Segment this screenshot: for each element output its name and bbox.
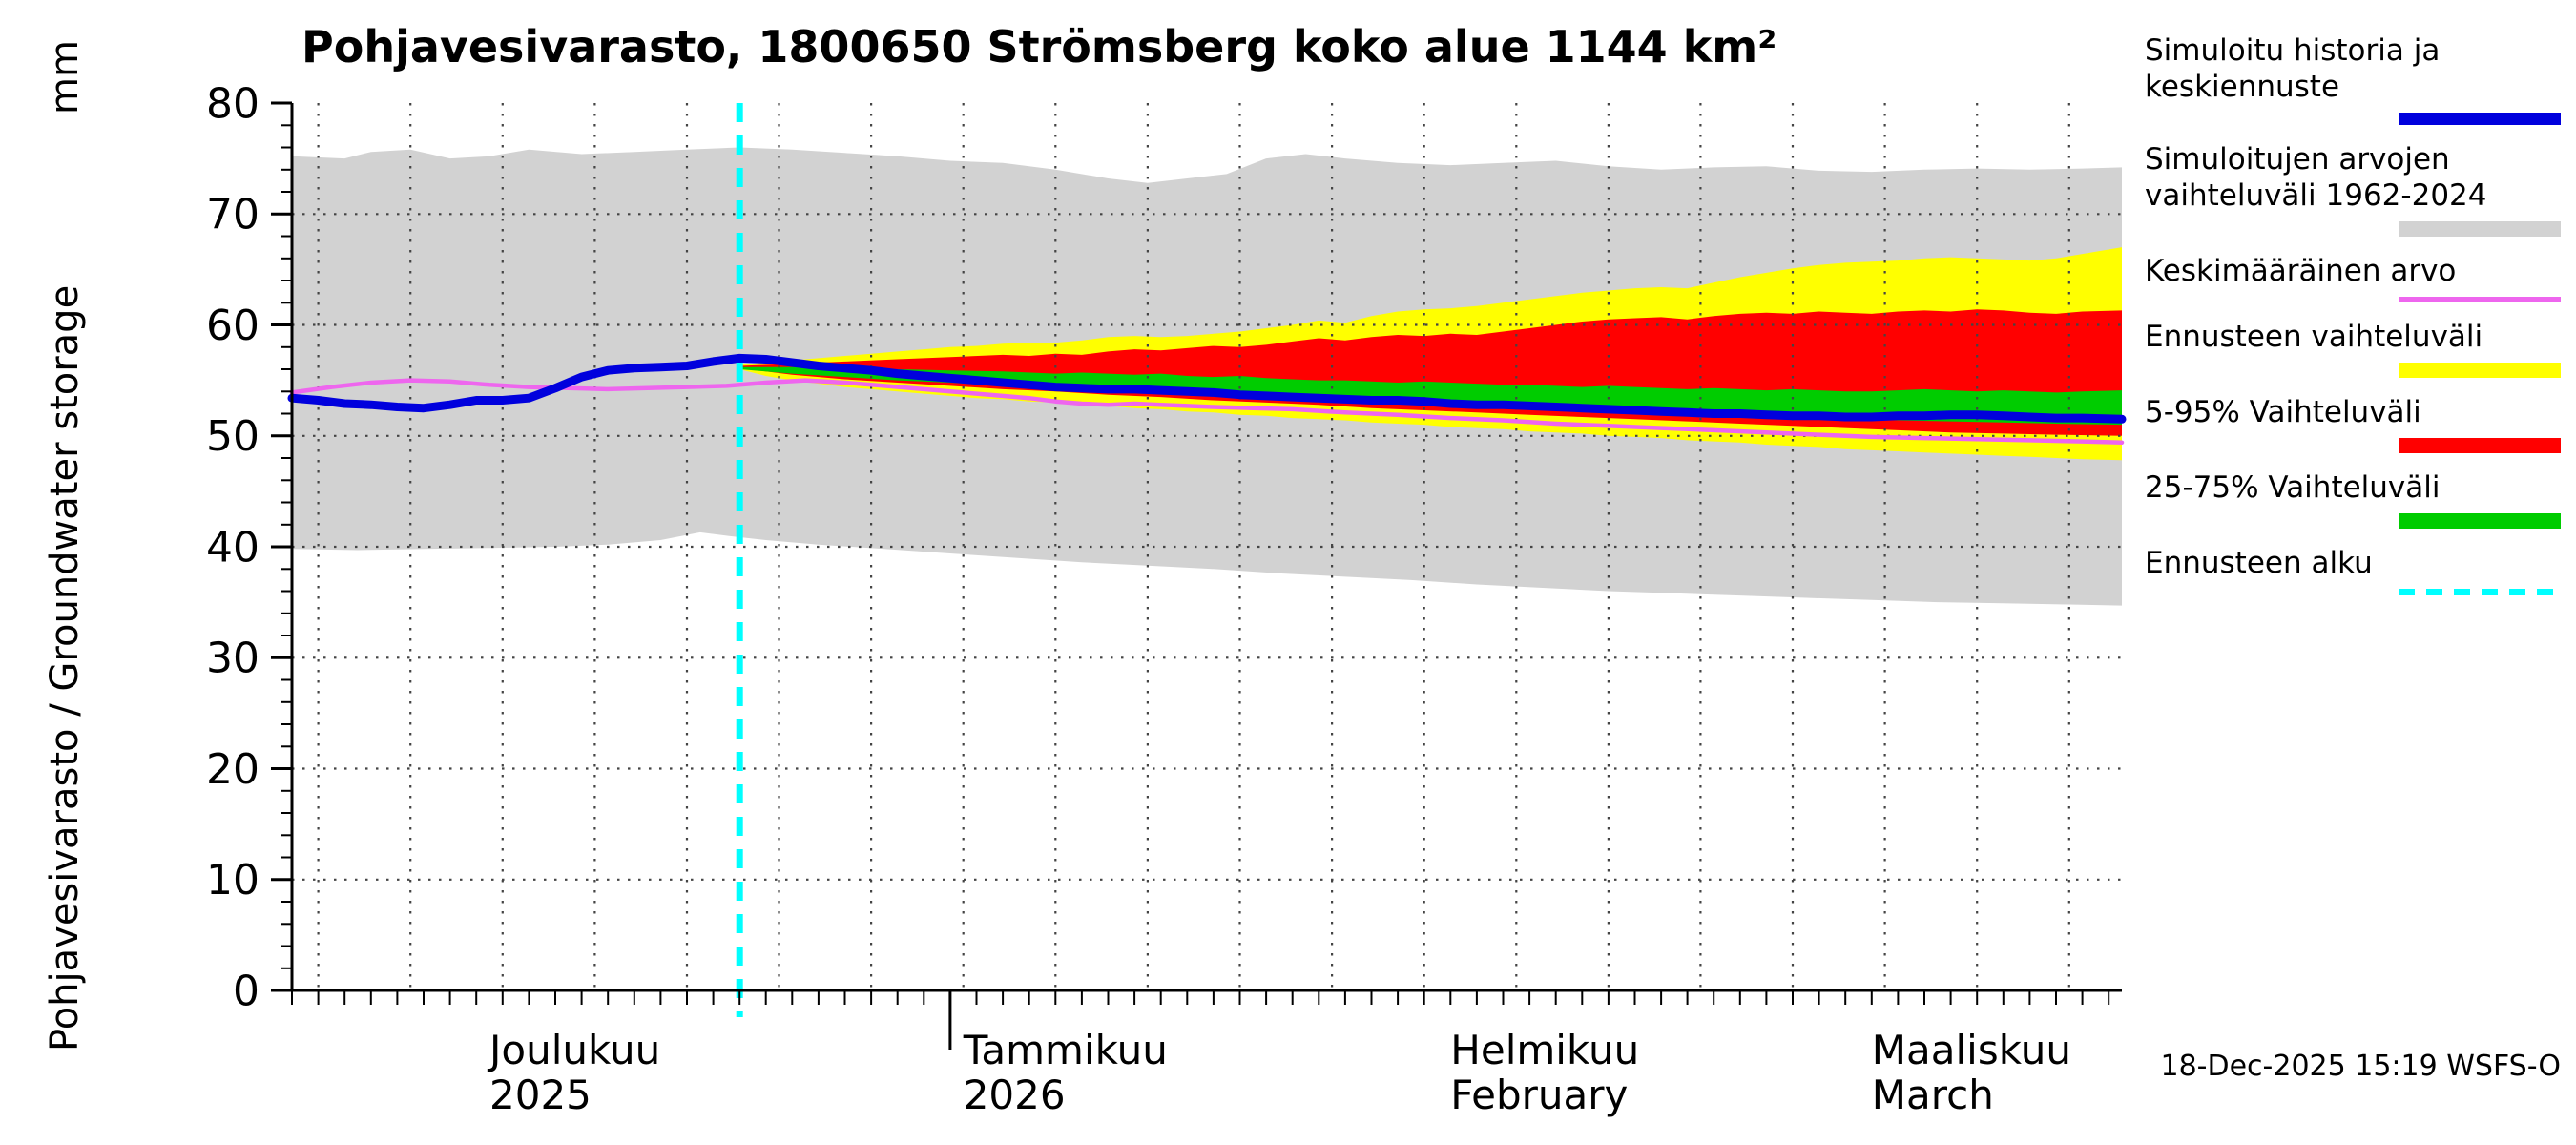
y-tick-label: 10 [206, 856, 260, 905]
y-tick-label: 50 [206, 412, 260, 461]
legend-item-forecast-start: Ennusteen alku [2145, 545, 2561, 595]
legend: Simuloitu historia ja keskiennuste Simuloi… [2145, 32, 2561, 595]
month-sublabel: 2025 [489, 1072, 592, 1118]
legend-label: Ennusteen vaihteluväli [2145, 320, 2483, 354]
range-5-95-sample-swatch [2399, 438, 2561, 453]
y-tick-label: 60 [206, 302, 260, 350]
y-axis-unit: mm [43, 40, 87, 114]
month-sublabel: March [1872, 1072, 1994, 1118]
legend-label: Simuloitujen arvojen [2145, 142, 2450, 177]
y-tick-label: 0 [233, 967, 260, 1015]
month-sublabel: February [1450, 1072, 1628, 1118]
y-tick-label: 30 [206, 635, 260, 683]
legend-label: Simuloitu historia ja [2145, 33, 2441, 68]
simulated-history-and-mean-forecast-sample-swatch [2399, 113, 2561, 125]
month-label: Helmikuu [1450, 1027, 1639, 1073]
y-tick-label: 80 [206, 79, 260, 128]
legend-label: keskiennuste [2145, 70, 2340, 104]
history-and-median-line [287, 353, 2127, 424]
month-sublabel: 2026 [964, 1072, 1066, 1118]
y-tick-label: 70 [206, 191, 260, 239]
y-tick-label: 20 [206, 745, 260, 794]
legend-label: Keskimääräinen arvo [2145, 254, 2457, 288]
legend-label: 5-95% Vaihteluväli [2145, 395, 2421, 429]
y-axis-label: Pohjavesivarasto / Groundwater storage m… [34, 40, 95, 1051]
legend-item-simulated-values-range: Simuloitujen arvojen vaihteluväli 1962-20… [2145, 141, 2561, 237]
legend-label: Ennusteen alku [2145, 546, 2373, 580]
timestamp: 18-Dec-2025 15:19 WSFS-O [2160, 1050, 2561, 1083]
chart-title: Pohjavesivarasto, 1800650 Strömsberg kok… [301, 21, 1777, 73]
month-label: Tammikuu [963, 1027, 1168, 1073]
legend-label: vaihteluväli 1962-2024 [2145, 178, 2487, 213]
legend-item-range-5-95: 5-95% Vaihteluväli [2145, 394, 2561, 453]
forecast-start-sample-swatch [2399, 589, 2561, 595]
band-25-75 [739, 366, 2123, 426]
legend-item-mean-value: Keskimääräinen arvo [2145, 253, 2561, 302]
legend-item-simulated-history-and-mean-forecast: Simuloitu historia ja keskiennuste [2145, 32, 2561, 125]
month-label: Joulukuu [487, 1027, 660, 1073]
mean-value-line [289, 378, 2125, 445]
legend-label: 25-75% Vaihteluväli [2145, 470, 2441, 505]
y-axis-label-text: Pohjavesivarasto / Groundwater storage [43, 284, 87, 1051]
legend-item-forecast-range: Ennusteen vaihteluväli [2145, 319, 2561, 378]
legend-item-range-25-75: 25-75% Vaihteluväli [2145, 469, 2561, 529]
month-label: Maaliskuu [1872, 1027, 2071, 1073]
simulated-values-range-sample-swatch [2399, 221, 2561, 237]
y-tick-label: 40 [206, 523, 260, 572]
mean-value-sample-swatch [2399, 297, 2561, 302]
range-25-75-sample-swatch [2399, 513, 2561, 529]
forecast-range-sample-swatch [2399, 363, 2561, 378]
